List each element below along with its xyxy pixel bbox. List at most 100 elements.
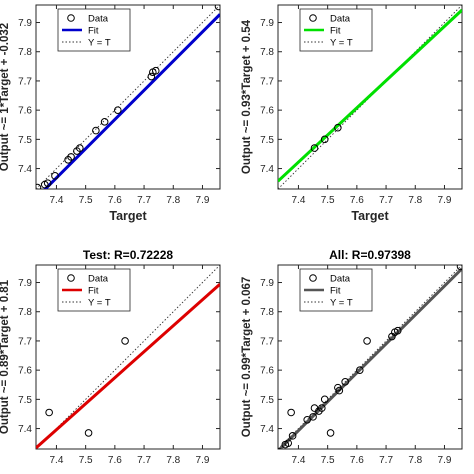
- x-tick-label: 7.7: [137, 195, 151, 206]
- data-point: [100, 118, 109, 126]
- identity-line: [278, 265, 462, 449]
- chart-title: Test: R=0.72228: [83, 248, 173, 262]
- identity-line: [36, 265, 220, 449]
- y-tick-label: 7.6: [260, 106, 274, 117]
- legend-label: Y = T: [88, 38, 111, 49]
- y-tick-label: 7.7: [260, 76, 274, 87]
- y-tick-label: 7.7: [18, 76, 32, 87]
- legend-label: Y = T: [330, 38, 353, 49]
- x-tick-label: 7.9: [196, 455, 210, 466]
- y-tick-label: 7.5: [18, 135, 32, 146]
- y-axis-label: Output ~= 1*Target + -0.032: [0, 23, 11, 171]
- legend-label: Y = T: [88, 298, 111, 309]
- data-point: [288, 432, 297, 440]
- data-point: [45, 408, 53, 417]
- data-point: [113, 106, 122, 114]
- x-tick-label: 7.9: [196, 195, 210, 206]
- x-tick-label: 7.7: [379, 455, 393, 466]
- x-tick-label: 7.5: [79, 455, 93, 466]
- x-tick-label: 7.6: [108, 195, 122, 206]
- data-point: [320, 135, 329, 144]
- x-tick-label: 7.4: [291, 455, 305, 466]
- data-point: [84, 429, 93, 437]
- data-point: [335, 386, 344, 395]
- y-tick-label: 7.8: [18, 307, 32, 318]
- data-point: [67, 153, 75, 161]
- x-tick-label: 7.9: [438, 455, 452, 466]
- fit-line: [43, 13, 220, 189]
- y-tick-label: 7.9: [260, 278, 274, 289]
- y-tick-label: 7.6: [260, 366, 274, 377]
- y-tick-label: 7.9: [18, 278, 32, 289]
- x-axis-label: Target: [109, 209, 147, 223]
- data-point: [341, 378, 349, 386]
- y-tick-label: 7.4: [18, 424, 32, 435]
- data-point: [318, 404, 326, 412]
- x-tick-label: 7.4: [49, 195, 63, 206]
- x-tick-label: 7.7: [379, 195, 393, 206]
- data-point: [36, 183, 42, 189]
- y-tick-label: 7.6: [18, 106, 32, 117]
- data-point: [278, 448, 282, 449]
- data-point: [326, 429, 335, 437]
- data-point: [334, 123, 342, 132]
- x-tick-label: 7.8: [408, 195, 422, 206]
- panel-1: 7.4 7.5 7.6 7.7 7.8 7.9 7.4 7.5 7.6 7.7 7.8 7.9 Data…: [0, 4, 221, 223]
- x-tick-label: 7.8: [408, 455, 422, 466]
- data-point: [393, 326, 402, 335]
- panel-4: 7.4 7.5 7.6 7.7 7.8 7.9 7.4 7.5 7.6 7.7 7.8 7.9 Data…: [241, 248, 463, 466]
- x-tick-label: 7.5: [321, 195, 335, 206]
- panel-2: 7.4 7.5 7.6 7.7 7.8 7.9 7.4 7.5 7.6 7.7 7.8 7.9 Data…: [241, 4, 463, 223]
- y-axis-label: Output ~= 0.89*Target + 0.81: [0, 279, 11, 434]
- fit-line: [278, 8, 462, 183]
- x-tick-label: 7.6: [350, 195, 364, 206]
- data-point: [121, 337, 129, 345]
- y-tick-label: 7.6: [18, 366, 32, 377]
- legend-label: Data: [88, 14, 109, 25]
- y-tick-label: 7.4: [260, 164, 274, 175]
- legend-label: Data: [88, 274, 109, 285]
- fit-line: [278, 267, 462, 449]
- data-point: [310, 144, 319, 152]
- data-point: [287, 408, 295, 417]
- x-tick-label: 7.6: [350, 455, 364, 466]
- data-point: [151, 66, 160, 75]
- y-tick-label: 7.5: [260, 395, 274, 406]
- chart-title: All: R=0.97398: [329, 248, 411, 262]
- y-tick-label: 7.9: [18, 18, 32, 29]
- y-tick-label: 7.8: [18, 47, 32, 58]
- data-point: [51, 172, 59, 180]
- legend-label: Fit: [330, 26, 341, 37]
- x-tick-label: 7.4: [291, 195, 305, 206]
- data-point: [147, 72, 156, 81]
- y-tick-label: 7.5: [260, 135, 274, 146]
- data-point: [43, 179, 52, 187]
- x-tick-label: 7.7: [137, 455, 151, 466]
- x-tick-label: 7.4: [49, 455, 63, 466]
- data-point: [214, 5, 220, 11]
- panel-3: 7.4 7.5 7.6 7.7 7.8 7.9 7.4 7.5 7.6 7.7 7.8 7.9 Data…: [0, 248, 221, 466]
- legend-label: Data: [330, 274, 351, 285]
- y-tick-label: 7.7: [260, 336, 274, 347]
- data-point: [303, 415, 312, 424]
- y-tick-label: 7.7: [18, 336, 32, 347]
- x-tick-label: 7.6: [108, 455, 122, 466]
- y-tick-label: 7.4: [18, 164, 32, 175]
- legend-label: Fit: [88, 286, 99, 297]
- legend-marker-data: [67, 14, 75, 22]
- data-point: [284, 439, 293, 447]
- legend-marker-data: [67, 274, 75, 282]
- y-tick-label: 7.8: [260, 47, 274, 58]
- data-point: [363, 337, 371, 345]
- y-tick-label: 7.5: [18, 395, 32, 406]
- x-tick-label: 7.8: [166, 455, 180, 466]
- data-point: [320, 395, 329, 404]
- legend-label: Data: [330, 14, 351, 25]
- data-point: [76, 144, 84, 152]
- x-axis-label: Target: [351, 209, 389, 223]
